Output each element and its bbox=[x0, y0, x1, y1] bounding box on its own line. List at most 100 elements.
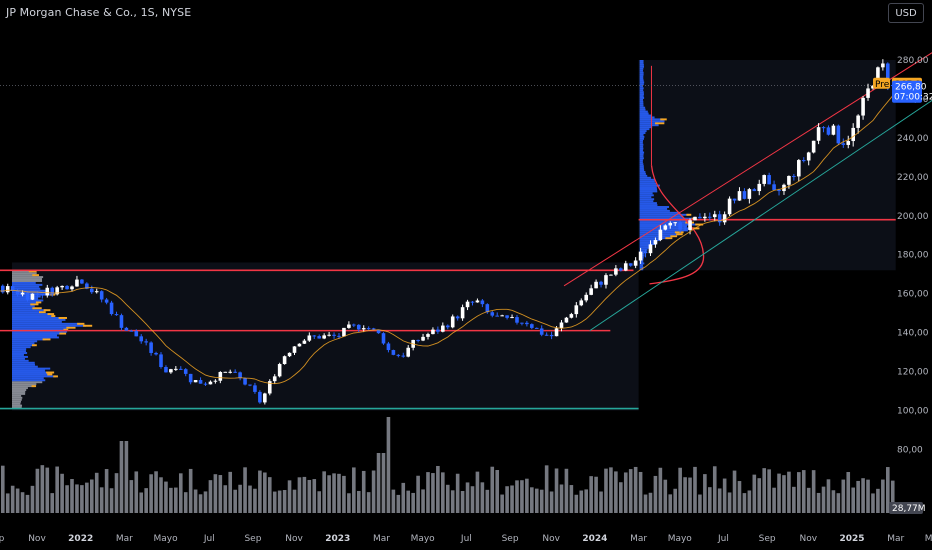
recent-profile-bar bbox=[639, 89, 644, 92]
volume-bar bbox=[307, 479, 312, 513]
volume-bar bbox=[371, 470, 376, 513]
volume-bar bbox=[347, 493, 351, 513]
volume-bar bbox=[722, 478, 727, 513]
candle-down bbox=[470, 301, 475, 303]
recent-profile-accent bbox=[655, 122, 665, 125]
old-profile-bar bbox=[12, 278, 42, 281]
candle-up bbox=[614, 268, 618, 275]
candle-up bbox=[658, 229, 663, 241]
candle-down bbox=[381, 333, 386, 344]
candle-down bbox=[144, 341, 148, 343]
candle-down bbox=[253, 385, 257, 392]
recent-profile-accent bbox=[695, 223, 704, 226]
candle-up bbox=[574, 305, 579, 315]
recent-profile-bar bbox=[639, 149, 643, 152]
recent-profile-bar bbox=[639, 235, 674, 238]
candle-up bbox=[406, 347, 411, 357]
x-month-label: Mayo bbox=[411, 534, 436, 544]
recent-profile-bar bbox=[639, 85, 643, 88]
old-profile-bar bbox=[12, 369, 46, 372]
recent-profile-bar bbox=[639, 139, 644, 142]
recent-profile-bar bbox=[639, 108, 646, 111]
candle-down bbox=[836, 125, 841, 144]
candle-up bbox=[292, 346, 297, 353]
profile-outline-curve bbox=[649, 165, 705, 285]
candle-down bbox=[104, 299, 109, 303]
old-profile-bar bbox=[12, 377, 44, 380]
recent-profile-accent bbox=[686, 213, 692, 216]
old-profile-bar bbox=[12, 317, 62, 319]
recent-profile-bar bbox=[639, 116, 655, 119]
recent-profile-bar bbox=[639, 217, 695, 220]
old-profile-accent bbox=[32, 344, 37, 347]
candle-down bbox=[109, 302, 114, 315]
recent-profile-bar bbox=[639, 120, 665, 123]
candle-up bbox=[811, 140, 816, 153]
candlestick-layer[interactable] bbox=[0, 59, 895, 405]
old-profile-bar bbox=[12, 276, 44, 279]
volume-bar bbox=[678, 467, 682, 513]
recent-profile-bar bbox=[639, 176, 652, 179]
x-month-label: Mayo bbox=[153, 534, 178, 544]
candle-down bbox=[599, 281, 603, 285]
volume-bar bbox=[312, 479, 317, 513]
recent-profile-bar bbox=[639, 163, 644, 166]
old-profile-bar bbox=[12, 322, 81, 325]
old-profile-bar bbox=[12, 357, 25, 360]
recent-profile-bar bbox=[639, 174, 648, 177]
candle-down bbox=[149, 342, 153, 353]
volume-value-badge bbox=[889, 502, 923, 514]
volume-bar bbox=[890, 480, 895, 513]
recent-profile-bar bbox=[639, 188, 658, 191]
candle-down bbox=[534, 327, 539, 329]
old-profile-bar bbox=[12, 373, 51, 376]
candle-up bbox=[213, 380, 218, 382]
candle-down bbox=[886, 63, 890, 86]
old-profile-accent bbox=[66, 326, 76, 329]
candle-down bbox=[366, 328, 371, 330]
volume-bar bbox=[445, 484, 450, 513]
countdown-text: 07:00:32 bbox=[894, 93, 932, 103]
volume-bar bbox=[416, 475, 420, 513]
volume-bar bbox=[871, 493, 875, 513]
candle-up bbox=[287, 352, 292, 357]
recent-profile-bar bbox=[639, 180, 655, 183]
recent-profile-bar bbox=[639, 104, 644, 107]
old-profile-accent bbox=[32, 307, 42, 310]
candle-up bbox=[693, 216, 697, 221]
volume-bar bbox=[633, 466, 638, 513]
axis-layer: 280,00260,00240,00220,00200,00180,00160,… bbox=[0, 56, 932, 544]
moving-average-line bbox=[0, 95, 894, 385]
recent-profile-accent bbox=[670, 235, 678, 238]
volume-bar bbox=[65, 485, 69, 513]
recent-profile-bar bbox=[639, 79, 644, 82]
volume-bar bbox=[792, 486, 796, 513]
volume-bar bbox=[579, 490, 584, 513]
recent-profile-bar bbox=[639, 178, 656, 181]
candle-down bbox=[164, 367, 168, 373]
recent-profile-bar bbox=[639, 239, 661, 242]
old-profile-bar bbox=[12, 340, 38, 343]
volume-bar bbox=[574, 494, 579, 513]
volume-bar bbox=[129, 480, 134, 513]
candle-down bbox=[233, 371, 237, 373]
candle-down bbox=[544, 334, 549, 336]
candle-up bbox=[653, 240, 658, 245]
old-profile-bar bbox=[12, 383, 37, 386]
old-profile-accent bbox=[47, 373, 53, 376]
candle-up bbox=[75, 279, 79, 287]
y-tick-label: 200,00 bbox=[897, 212, 929, 222]
volume-bar bbox=[139, 492, 144, 513]
recent-profile-bar bbox=[639, 167, 644, 170]
candle-down bbox=[188, 373, 193, 383]
currency-button[interactable]: USD bbox=[888, 3, 924, 23]
recent-profile-bar bbox=[639, 262, 645, 265]
candle-up bbox=[688, 220, 692, 230]
old-profile-bar bbox=[12, 285, 40, 288]
recent-profile-bar bbox=[639, 219, 690, 222]
candle-down bbox=[416, 339, 420, 341]
old-profile-bar bbox=[12, 348, 27, 351]
symbol-title: JP Morgan Chase & Co., 1S, NYSE bbox=[6, 6, 192, 19]
